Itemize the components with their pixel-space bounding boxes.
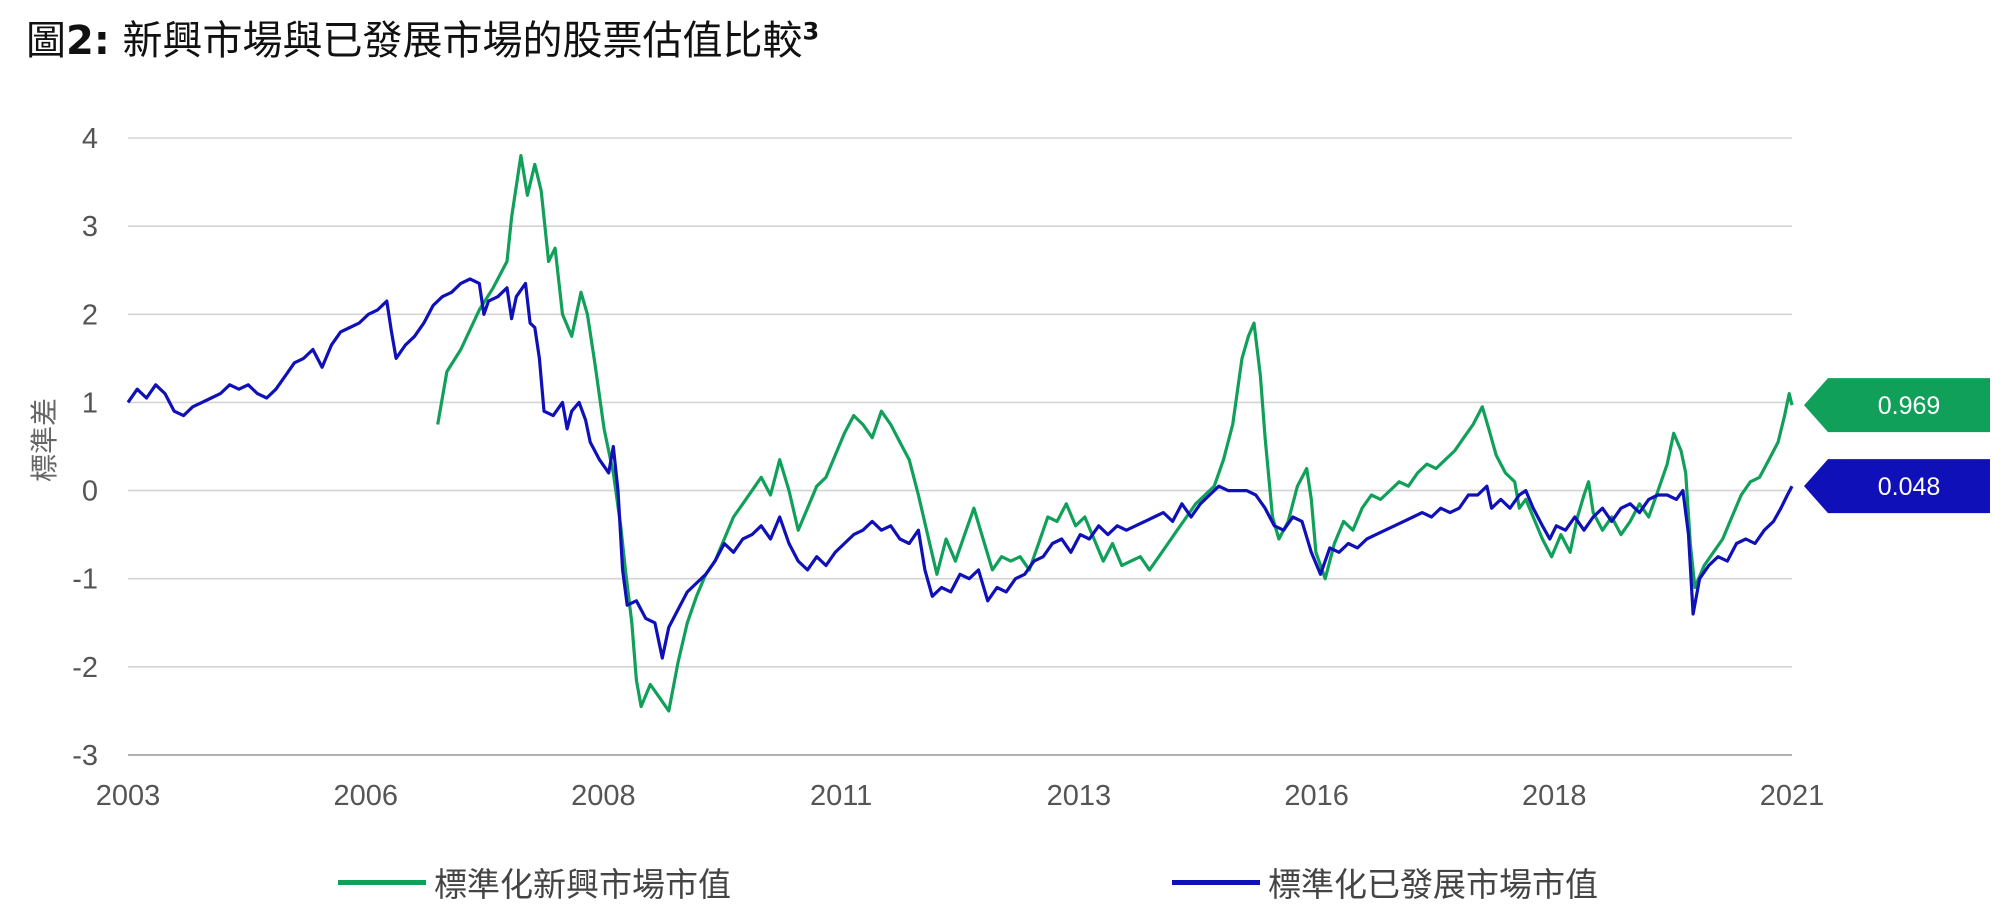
x-tick-label: 2006 (333, 780, 398, 812)
title-footnote: 3 (802, 17, 820, 46)
x-tick-label: 2011 (810, 780, 872, 812)
x-tick-label: 2018 (1522, 780, 1587, 812)
y-axis-ticks: 4 3 2 1 0 -1 -2 -3 (72, 123, 98, 772)
y-tick-label: -1 (72, 564, 98, 596)
title-number: 2: (66, 18, 110, 64)
title-text: 新興市場與已發展市場的股票估值比較 (109, 18, 803, 64)
x-tick-label: 2003 (96, 780, 161, 812)
end-value-tags: 0.969 0.048 (1804, 378, 1990, 514)
legend-swatch-dm (1172, 879, 1260, 885)
y-tick-label: 2 (82, 299, 98, 331)
title-prefix: 圖 (26, 18, 66, 64)
end-value-dm: 0.048 (1878, 473, 1941, 501)
end-tag-em (1804, 378, 1990, 433)
line-chart: 4 3 2 1 0 -1 -2 -3 2003 2006 2008 2011 2013 2016 2018… (28, 123, 1990, 812)
legend-label-em: 標準化新興市場市值 (434, 865, 731, 904)
x-axis-ticks: 2003 2006 2008 2011 2013 2016 2018 2021 (96, 780, 1825, 812)
legend-item-dm: 標準化已發展市場市值 (1172, 858, 1598, 906)
y-tick-label: 4 (82, 123, 98, 155)
series-line-em (436, 154, 1794, 713)
end-tag-dm (1804, 459, 1990, 514)
legend-label-dm: 標準化已發展市場市值 (1268, 865, 1598, 904)
y-tick-label: -2 (72, 652, 98, 684)
x-tick-label: 2008 (571, 780, 636, 812)
y-tick-label: 1 (82, 387, 98, 419)
series-line-dm (126, 277, 1794, 660)
y-axis-label: 標準差 (28, 398, 61, 482)
series-lines (126, 154, 1794, 713)
y-tick-label: 0 (82, 476, 98, 508)
legend-swatch-em (338, 879, 426, 885)
y-tick-label: -3 (72, 740, 98, 772)
grid (128, 137, 1792, 756)
chart-title: 圖2: 新興市場與已發展市場的股票估值比較3 (26, 8, 819, 66)
legend-item-em: 標準化新興市場市值 (338, 858, 731, 906)
x-tick-label: 2016 (1284, 780, 1349, 812)
x-tick-label: 2021 (1760, 780, 1825, 812)
end-value-em: 0.969 (1878, 392, 1941, 420)
y-tick-label: 3 (82, 211, 98, 243)
x-tick-label: 2013 (1047, 780, 1112, 812)
